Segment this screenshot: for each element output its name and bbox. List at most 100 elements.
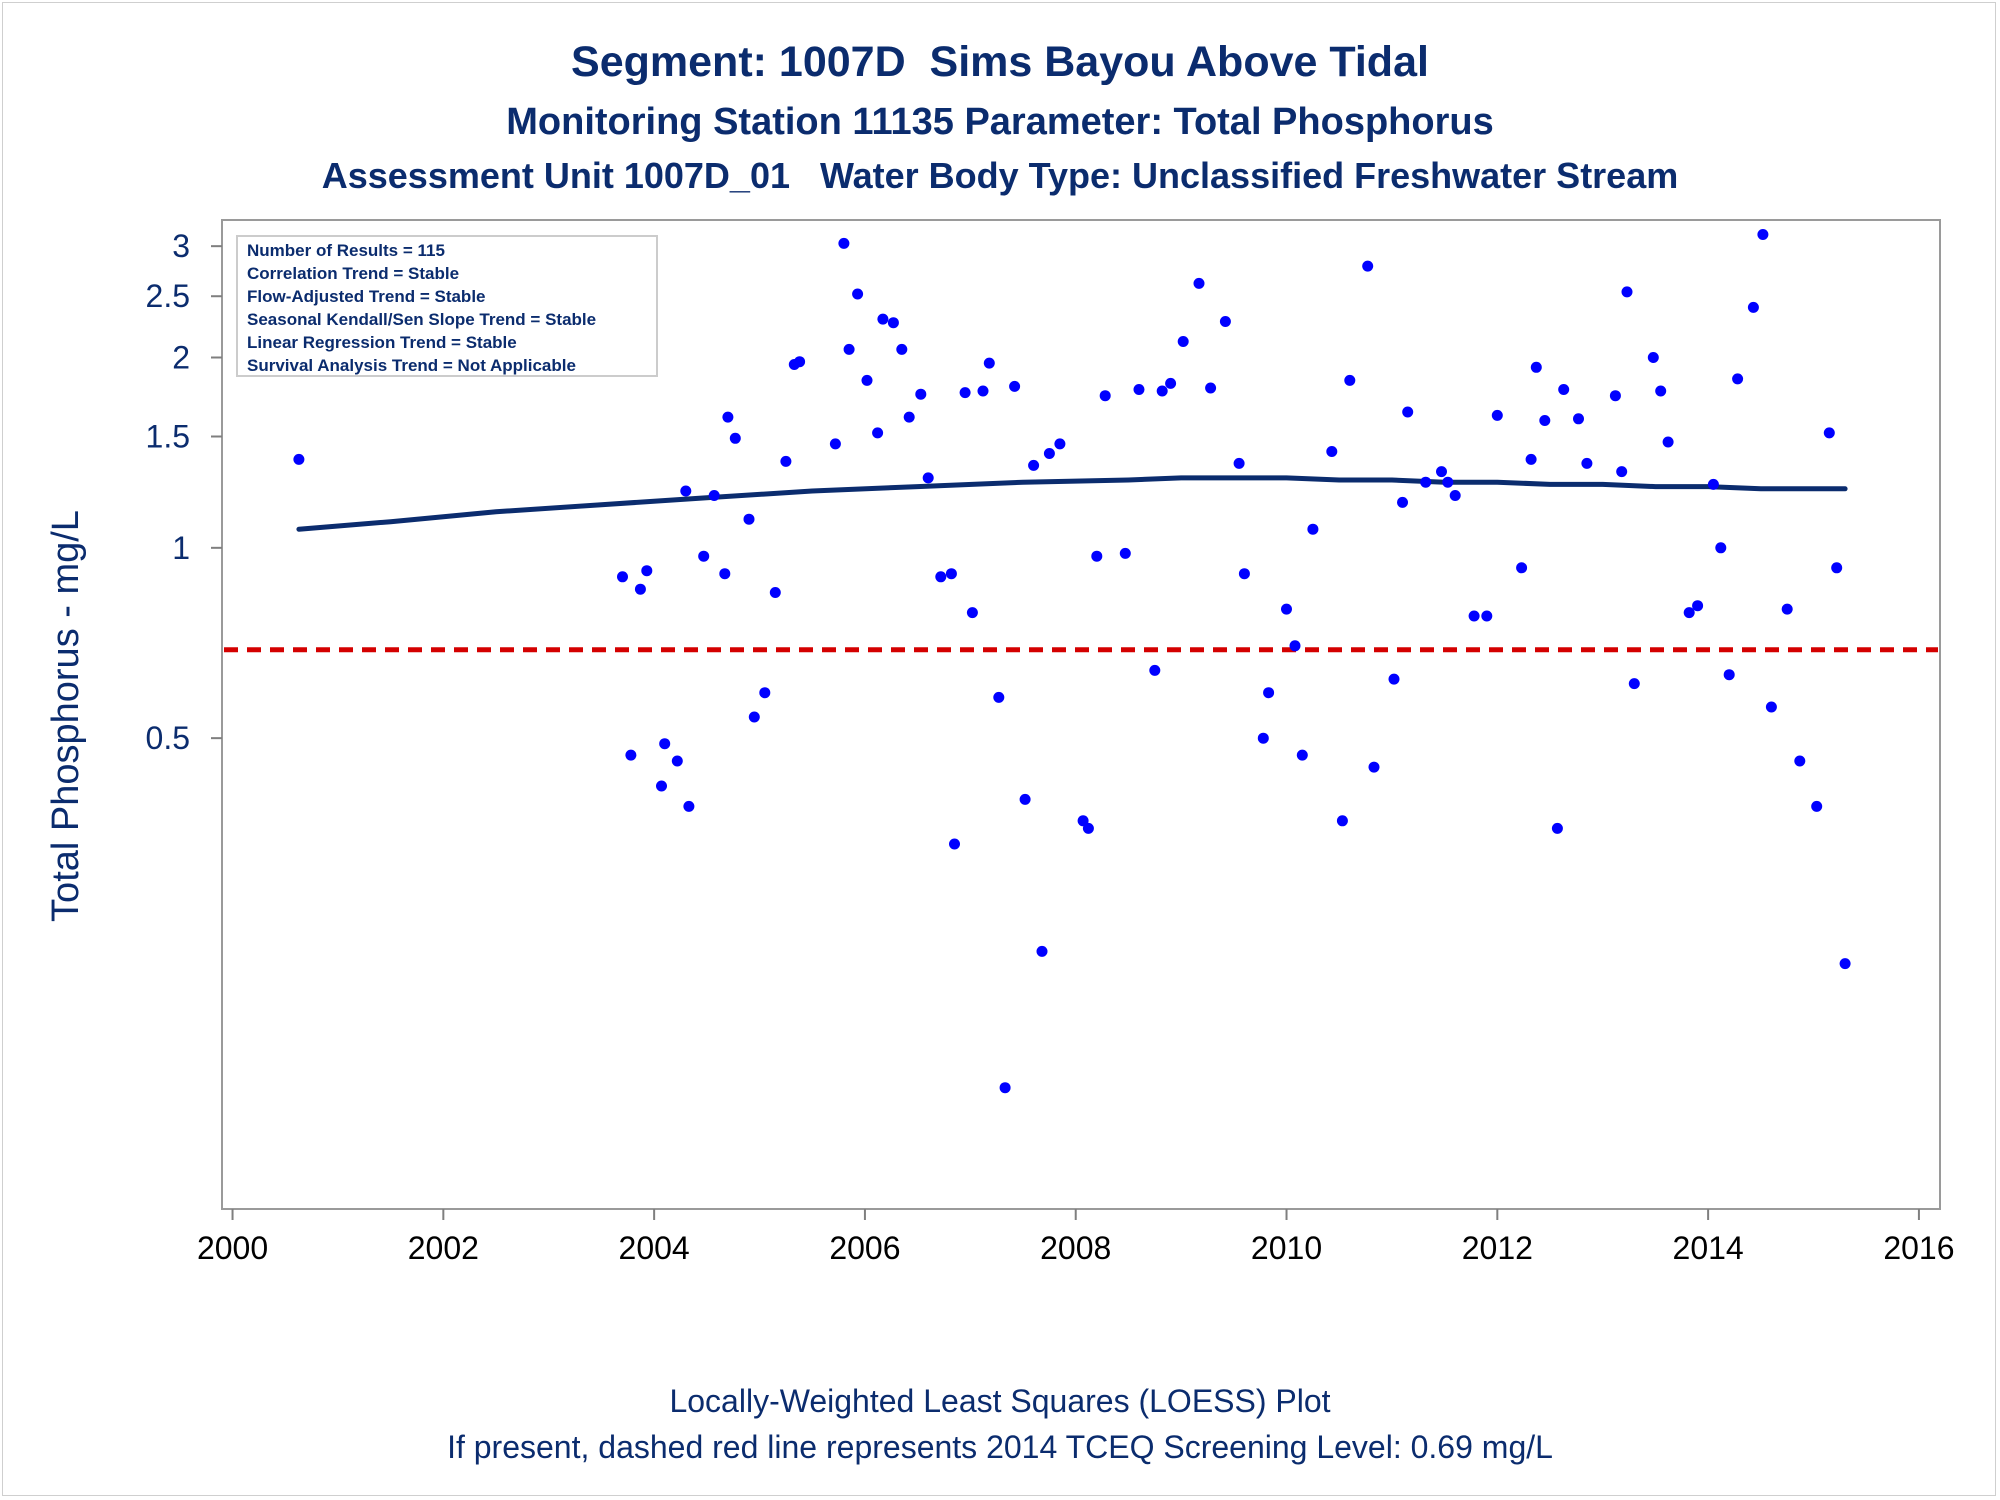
data-point — [1573, 413, 1584, 425]
data-point — [999, 1082, 1011, 1094]
x-tick-label: 2014 — [1673, 1230, 1744, 1266]
data-point — [722, 411, 734, 423]
data-point — [1747, 301, 1759, 313]
y-tick-label: 1.5 — [146, 418, 190, 454]
data-point — [977, 385, 989, 397]
data-point — [641, 565, 653, 577]
data-point — [1119, 547, 1131, 559]
data-point — [1732, 373, 1744, 385]
stats-line: Correlation Trend = Stable — [247, 264, 459, 283]
data-point — [1839, 958, 1851, 970]
data-point — [887, 317, 899, 329]
y-axis: 0.5 1 1.5 2 2.5 3 — [146, 228, 222, 756]
data-point — [922, 472, 934, 484]
data-point — [1481, 610, 1493, 622]
stats-line: Survival Analysis Trend = Not Applicable — [247, 356, 576, 375]
data-point — [729, 432, 741, 444]
data-point — [1257, 732, 1269, 744]
data-point — [1326, 446, 1338, 457]
x-tick-label: 2002 — [408, 1230, 479, 1266]
data-point — [1781, 603, 1793, 615]
data-point — [1442, 476, 1454, 488]
data-point — [1205, 382, 1217, 394]
data-point — [1344, 374, 1356, 386]
data-point — [1551, 822, 1563, 834]
data-point — [1811, 800, 1823, 812]
data-point — [896, 343, 908, 355]
trend-stats-box: Number of Results = 115 Correlation Trend… — [236, 235, 658, 377]
data-point — [1028, 459, 1040, 471]
data-point — [293, 453, 305, 465]
data-point — [1539, 415, 1551, 426]
data-point — [1823, 427, 1835, 439]
data-point — [1609, 390, 1621, 402]
data-point — [1581, 457, 1593, 469]
data-point — [1655, 385, 1667, 397]
data-point — [1794, 755, 1806, 767]
data-point — [759, 687, 771, 699]
data-point — [838, 237, 850, 249]
data-point — [959, 387, 971, 399]
data-point — [1289, 640, 1301, 652]
data-point — [945, 568, 957, 580]
data-point — [748, 711, 760, 723]
x-tick-label: 2016 — [1883, 1230, 1954, 1266]
data-point — [935, 571, 947, 583]
x-tick-label: 2012 — [1462, 1230, 1533, 1266]
stats-line: Seasonal Kendall/Sen Slope Trend = Stabl… — [247, 310, 596, 329]
data-point — [1149, 664, 1161, 676]
data-point — [1715, 542, 1727, 554]
data-point — [915, 388, 927, 400]
data-point — [683, 800, 695, 812]
data-point — [983, 357, 995, 369]
data-point — [852, 288, 864, 300]
data-point — [877, 313, 889, 325]
data-point — [1692, 600, 1704, 612]
data-point — [1831, 562, 1843, 574]
data-point — [794, 356, 806, 368]
x-tick-label: 2004 — [619, 1230, 690, 1266]
data-point — [1165, 377, 1177, 389]
x-tick-label: 2000 — [197, 1230, 268, 1266]
data-point — [698, 550, 710, 562]
y-axis-title: Total Phosphorus - mg/L — [45, 510, 87, 922]
data-point — [1091, 550, 1103, 562]
data-point — [1468, 610, 1480, 622]
footnote-loess: Locally-Weighted Least Squares (LOESS) P… — [669, 1383, 1331, 1419]
footnote-screening-level: If present, dashed red line represents 2… — [447, 1429, 1553, 1465]
data-point — [1307, 523, 1319, 535]
x-axis: 2000 2002 2004 2006 2008 2010 2012 2014 2016 — [197, 1209, 1955, 1266]
stats-line: Linear Regression Trend = Stable — [247, 333, 517, 352]
data-point — [1019, 793, 1031, 805]
stats-box-frame — [236, 235, 658, 377]
data-point — [1683, 607, 1695, 619]
stats-line: Number of Results = 115 — [247, 241, 445, 260]
data-point — [1193, 277, 1205, 289]
data-point — [1281, 603, 1292, 615]
data-point — [1757, 229, 1769, 240]
data-point — [993, 691, 1005, 703]
data-point — [780, 455, 792, 467]
data-point — [656, 780, 667, 792]
data-points — [293, 229, 1851, 1094]
data-point — [1707, 478, 1719, 490]
y-tick-label: 2.5 — [146, 278, 190, 314]
data-point — [1558, 384, 1570, 395]
data-point — [1525, 453, 1537, 465]
chart-subtitle: Monitoring Station 11135 Parameter: Tota… — [506, 101, 1494, 143]
data-point — [1420, 476, 1432, 488]
data-point — [1628, 678, 1640, 690]
data-point — [743, 513, 755, 525]
data-point — [829, 438, 841, 450]
data-point — [1043, 448, 1055, 459]
data-point — [1362, 260, 1374, 272]
data-point — [1449, 490, 1461, 501]
data-point — [1491, 409, 1503, 421]
data-point — [1765, 701, 1777, 713]
data-point — [1133, 384, 1145, 395]
data-point — [1516, 562, 1528, 574]
data-point — [1530, 361, 1542, 373]
data-point — [1368, 761, 1380, 773]
data-point — [659, 738, 671, 750]
